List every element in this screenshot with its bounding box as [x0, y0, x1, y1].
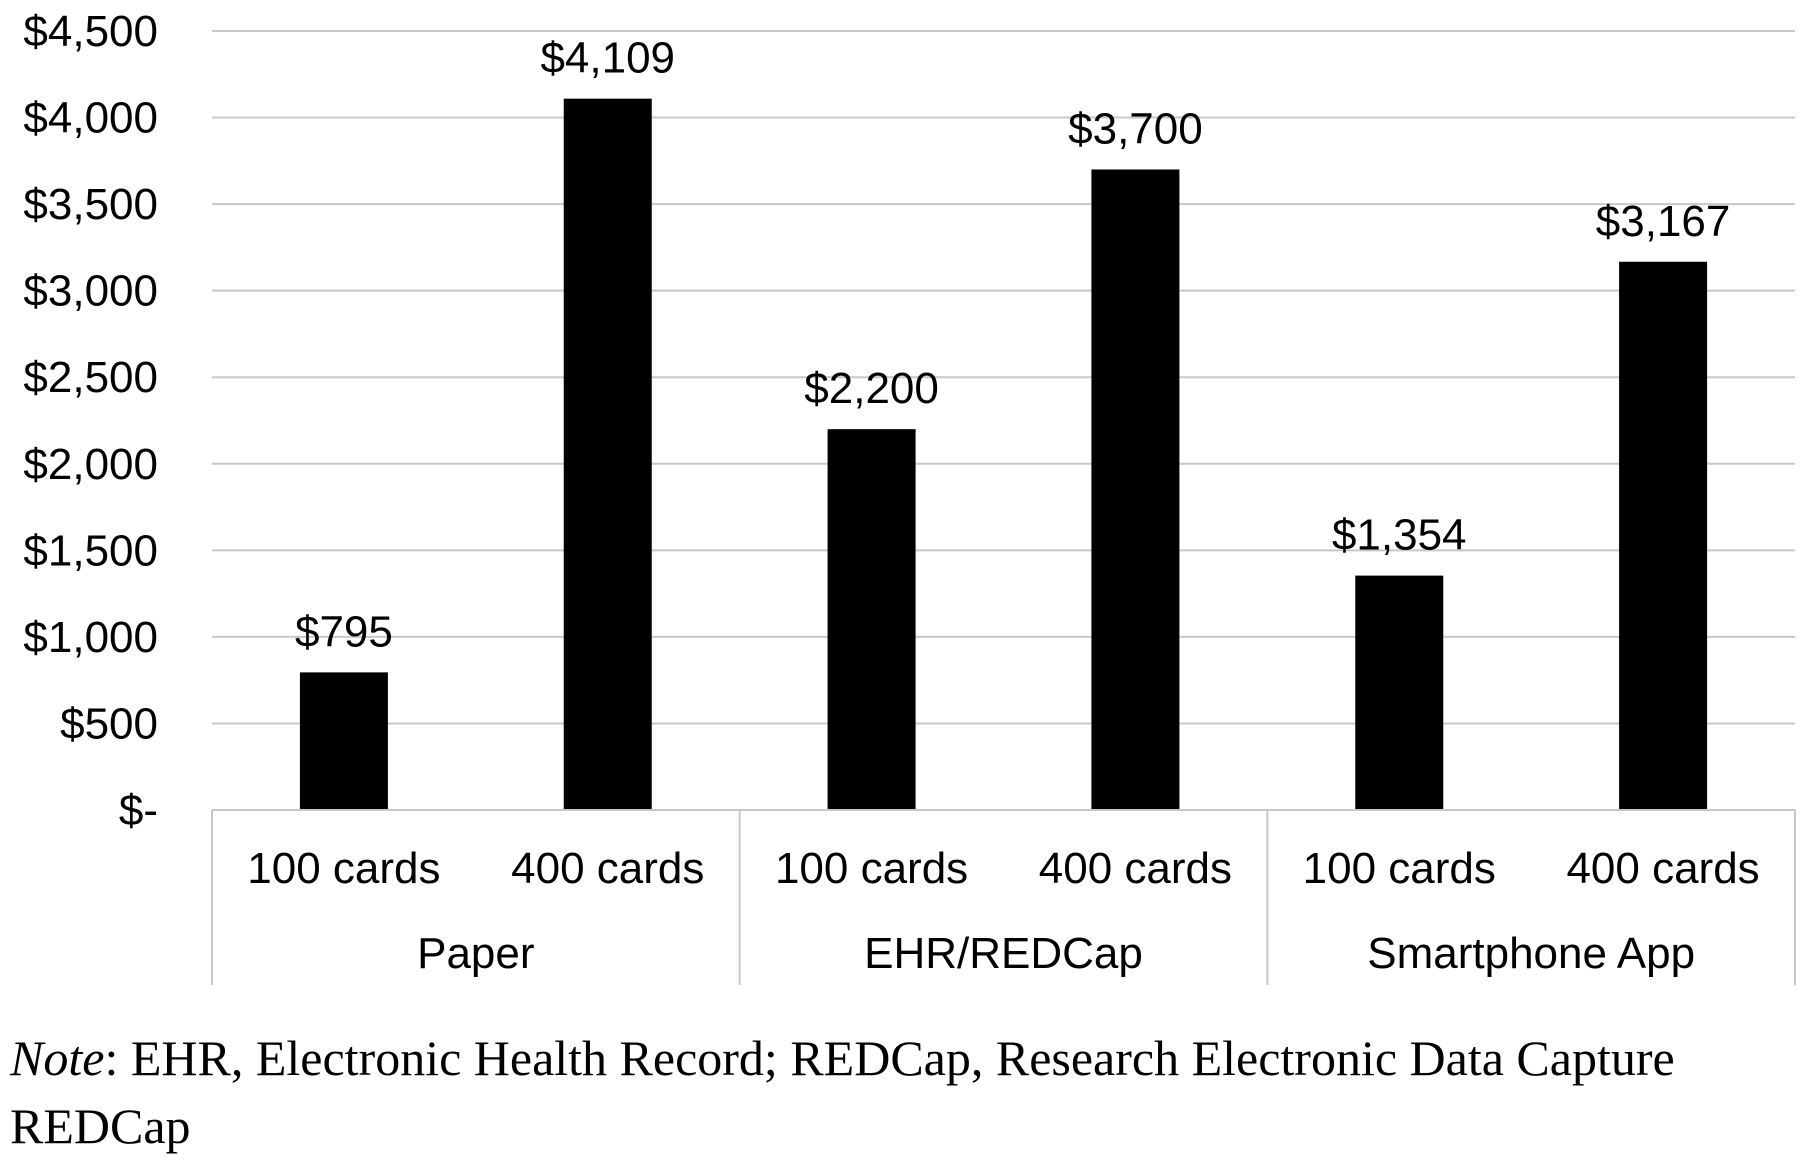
y-tick-label: $1,500	[23, 526, 158, 575]
y-tick-label: $2,000	[23, 440, 158, 489]
y-tick-label: $4,500	[23, 7, 158, 56]
category-label: 100 cards	[1303, 844, 1496, 893]
y-tick-label: $1,000	[23, 613, 158, 662]
bar	[299, 672, 388, 810]
bar-chart: $- $500 $1,000 $1,500 $2,000 $2,500 $3,000 $3,5…	[23, 7, 1796, 985]
data-labels: $795 $4,109 $2,200 $3,700 $1,354 $3,167	[295, 34, 1730, 657]
bar	[1091, 169, 1180, 810]
note-label: Note	[10, 1030, 105, 1086]
group-label: Smartphone App	[1367, 929, 1695, 978]
y-axis-ticks: $- $500 $1,000 $1,500 $2,000 $2,500 $3,000 $3,5…	[23, 7, 158, 835]
data-label: $795	[295, 607, 393, 656]
data-label: $3,700	[1068, 104, 1203, 153]
y-tick-label: $500	[60, 699, 158, 748]
y-tick-label: $3,500	[23, 180, 158, 229]
bar	[1619, 261, 1708, 811]
bar	[1355, 575, 1444, 810]
y-tick-label: $4,000	[23, 94, 158, 143]
gridlines	[212, 30, 1795, 725]
category-label: 100 cards	[247, 844, 440, 893]
y-tick-label: $-	[119, 786, 158, 835]
group-label: EHR/REDCap	[864, 929, 1143, 978]
bar	[827, 429, 916, 810]
figure-note: Note: EHR, Electronic Health Record; RED…	[10, 1024, 1770, 1160]
bar	[563, 98, 652, 810]
category-label: 100 cards	[775, 844, 968, 893]
y-tick-label: $3,000	[23, 267, 158, 316]
category-label: 400 cards	[511, 844, 704, 893]
data-label: $3,167	[1596, 197, 1731, 246]
bars	[299, 98, 1708, 811]
data-label: $4,109	[540, 34, 675, 83]
y-tick-label: $2,500	[23, 353, 158, 402]
data-label: $1,354	[1332, 511, 1467, 560]
category-label: 400 cards	[1039, 844, 1232, 893]
group-label: Paper	[417, 929, 534, 978]
note-text: : EHR, Electronic Health Record; REDCap,…	[10, 1030, 1675, 1154]
category-axis: 100 cards 400 cards Paper 100 cards 400 card…	[211, 809, 1796, 985]
data-label: $2,200	[804, 364, 939, 413]
category-label: 400 cards	[1566, 844, 1759, 893]
